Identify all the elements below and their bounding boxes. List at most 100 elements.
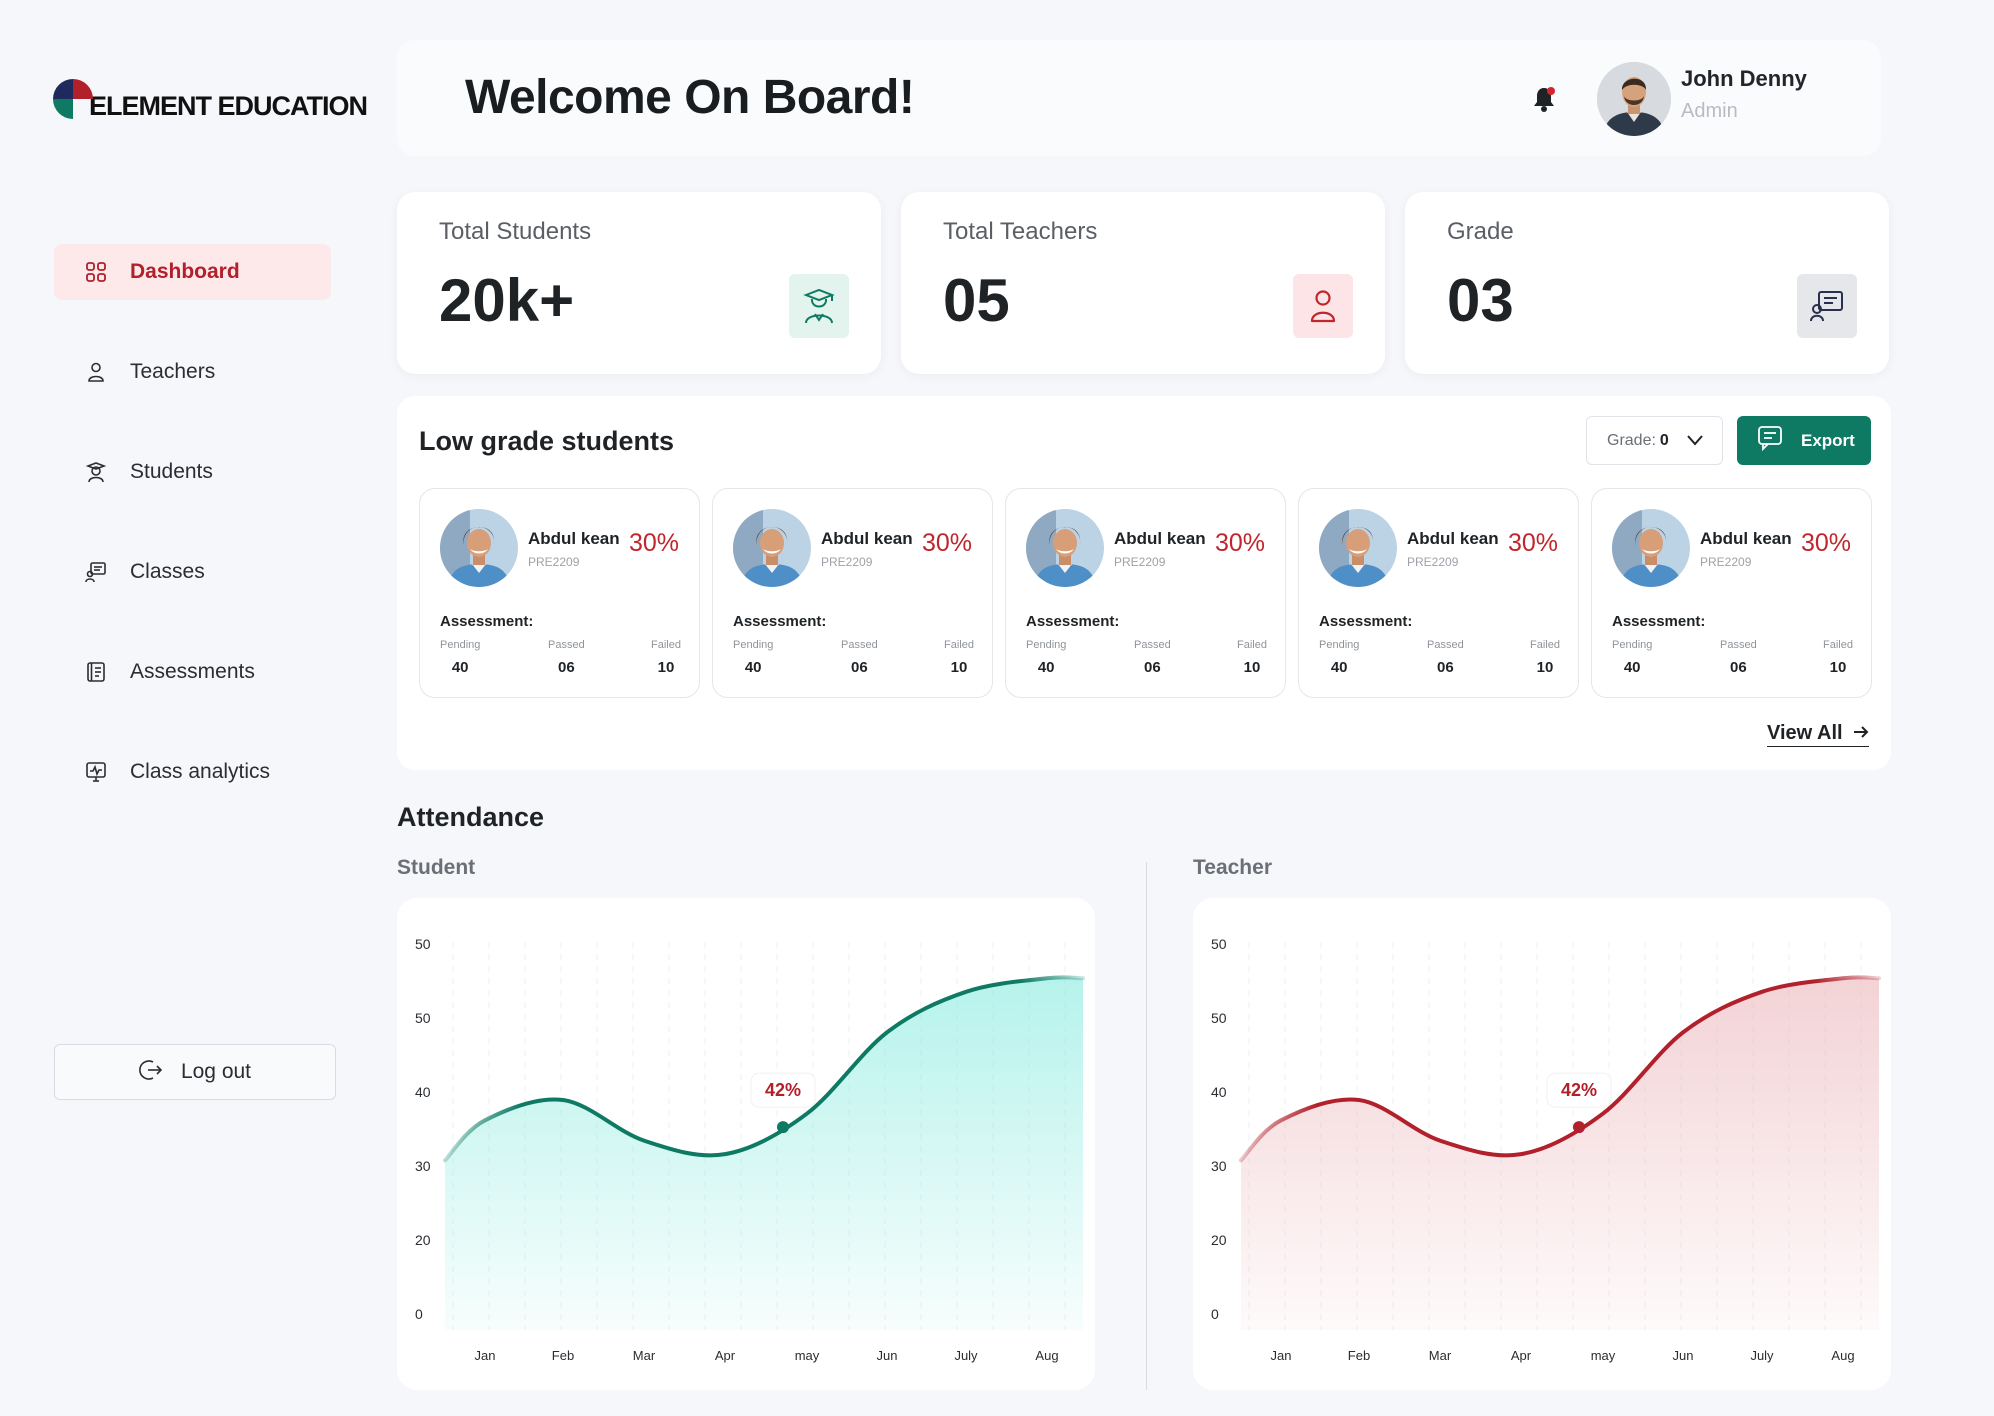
user-avatar[interactable] xyxy=(1597,62,1671,136)
sidebar-item-class-analytics[interactable]: Class analytics xyxy=(54,744,331,800)
highlight-label: 42% xyxy=(765,1080,801,1100)
pending-label: Pending xyxy=(1319,639,1360,651)
passed-column: Passed 06 xyxy=(548,639,585,676)
student-id: PRE2209 xyxy=(1407,555,1459,569)
grade-dropdown[interactable]: Grade: 0 xyxy=(1586,416,1723,465)
student-card[interactable]: Abdul kean PRE2209 30% Assessment: Pending 40… xyxy=(1298,488,1579,698)
y-tick-label: 0 xyxy=(415,1306,423,1322)
view-all-link[interactable]: View All xyxy=(1767,722,1869,747)
student-card[interactable]: Abdul kean PRE2209 30% Assessment: Pending 40… xyxy=(419,488,700,698)
sidebar-item-assessments[interactable]: Assessments xyxy=(54,644,331,700)
student-percent: 30% xyxy=(1800,529,1851,557)
pending-column: Pending 40 xyxy=(1612,639,1652,676)
pending-value: 40 xyxy=(1330,659,1348,676)
failed-value: 10 xyxy=(950,659,968,676)
student-card-list: Abdul kean PRE2209 30% Assessment: Pending 40… xyxy=(419,488,1872,698)
student-avatar xyxy=(1319,509,1397,587)
passed-label: Passed xyxy=(548,639,585,651)
y-tick-label: 0 xyxy=(1211,1306,1219,1322)
sidebar-item-label: Assessments xyxy=(130,660,255,683)
user-role: Admin xyxy=(1681,100,1738,122)
pending-column: Pending 40 xyxy=(440,639,480,676)
stat-card-grade: Grade 03 xyxy=(1405,192,1889,374)
passed-label: Passed xyxy=(1720,639,1757,651)
passed-column: Passed 06 xyxy=(1720,639,1757,676)
assessment-label: Assessment: xyxy=(1612,613,1706,630)
series-line xyxy=(1239,975,1881,1163)
student-name: Abdul kean xyxy=(528,529,620,548)
student-card[interactable]: Abdul kean PRE2209 30% Assessment: Pending 40… xyxy=(712,488,993,698)
pending-value: 40 xyxy=(1623,659,1641,676)
student-avatar xyxy=(440,509,518,587)
sidebar-item-teachers[interactable]: Teachers xyxy=(54,344,331,400)
teacher-attendance-chart-svg: 50 50 40 30 20 0 Jan Feb Mar Apr may Jun July Aug 42% xyxy=(1211,936,1881,1363)
user-name: John Denny xyxy=(1681,66,1807,91)
top-header: Welcome On Board! John Denny Admin xyxy=(397,40,1881,156)
student-card[interactable]: Abdul kean PRE2209 30% Assessment: Pending 40… xyxy=(1591,488,1872,698)
failed-label: Failed xyxy=(651,639,681,651)
x-tick-label: Feb xyxy=(1348,1348,1370,1363)
teacher-attendance-label: Teacher xyxy=(1193,856,1272,879)
chevron-down-icon xyxy=(1686,431,1704,454)
arrow-right-icon xyxy=(1853,722,1869,745)
failed-column: Failed 10 xyxy=(944,639,974,676)
assessment-icon xyxy=(84,660,108,684)
x-tick-label: may xyxy=(795,1348,820,1363)
failed-value: 10 xyxy=(657,659,675,676)
pending-label: Pending xyxy=(1026,639,1067,651)
logout-icon xyxy=(139,1058,163,1087)
failed-label: Failed xyxy=(1530,639,1560,651)
passed-label: Passed xyxy=(841,639,878,651)
student-name: Abdul kean xyxy=(1407,529,1499,548)
sidebar-item-dashboard[interactable]: Dashboard xyxy=(54,244,331,300)
export-button[interactable]: Export xyxy=(1737,416,1871,465)
failed-column: Failed 10 xyxy=(651,639,681,676)
sidebar-item-students[interactable]: Students xyxy=(54,444,331,500)
highlight-label: 42% xyxy=(1561,1080,1597,1100)
failed-label: Failed xyxy=(1823,639,1853,651)
highlight-point[interactable] xyxy=(777,1121,789,1134)
student-name: Abdul kean xyxy=(821,529,913,548)
stat-title: Total Students xyxy=(439,218,592,245)
notification-bell-icon[interactable] xyxy=(1529,84,1559,114)
y-tick-label: 40 xyxy=(415,1084,431,1100)
student-avatar xyxy=(1026,509,1104,587)
passed-value: 06 xyxy=(851,659,868,676)
failed-column: Failed 10 xyxy=(1530,639,1560,676)
student-card[interactable]: Abdul kean PRE2209 30% Assessment: Pending 40… xyxy=(1005,488,1286,698)
grid-icon xyxy=(84,260,108,284)
sidebar-item-classes[interactable]: Classes xyxy=(54,544,331,600)
grade-dropdown-label: Grade: xyxy=(1607,431,1656,449)
logout-button[interactable]: Log out xyxy=(54,1044,336,1100)
passed-value: 06 xyxy=(1144,659,1161,676)
assessment-label: Assessment: xyxy=(440,613,534,630)
failed-value: 10 xyxy=(1536,659,1554,676)
x-tick-label: Aug xyxy=(1035,1348,1058,1363)
pending-column: Pending 40 xyxy=(733,639,773,676)
student-attendance-label: Student xyxy=(397,856,476,879)
highlight-point[interactable] xyxy=(1573,1121,1585,1134)
x-tick-label: Aug xyxy=(1831,1348,1854,1363)
x-tick-label: Jan xyxy=(1271,1348,1292,1363)
y-tick-label: 40 xyxy=(1211,1084,1227,1100)
student-id: PRE2209 xyxy=(1114,555,1166,569)
sidebar-nav: Dashboard Teachers Students Classes Asse… xyxy=(54,244,331,844)
passed-column: Passed 06 xyxy=(1134,639,1171,676)
graduate-icon xyxy=(789,274,849,338)
y-tick-label: 30 xyxy=(415,1158,431,1174)
student-icon xyxy=(84,460,108,484)
pending-value: 40 xyxy=(1037,659,1055,676)
sidebar-item-label: Dashboard xyxy=(130,260,240,283)
area-fill xyxy=(445,977,1083,1330)
attendance-title: Attendance xyxy=(397,802,545,832)
passed-value: 06 xyxy=(1730,659,1747,676)
passed-column: Passed 06 xyxy=(1427,639,1464,676)
passed-label: Passed xyxy=(1134,639,1171,651)
sidebar-item-label: Class analytics xyxy=(130,760,271,783)
passed-column: Passed 06 xyxy=(841,639,878,676)
x-tick-label: Mar xyxy=(1429,1348,1452,1363)
y-tick-label: 50 xyxy=(1211,1010,1227,1026)
failed-label: Failed xyxy=(1237,639,1267,651)
assessment-label: Assessment: xyxy=(1319,613,1413,630)
person-icon xyxy=(84,360,108,384)
